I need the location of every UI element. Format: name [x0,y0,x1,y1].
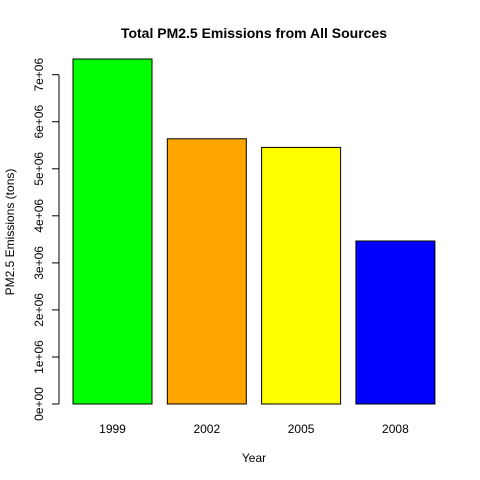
y-tick-label: 5e+06 [32,152,46,186]
bar-group [72,58,436,405]
x-tick-labels: 1999 2002 2005 2008 [99,422,409,436]
x-tick-label: 2008 [382,422,409,436]
y-tick-label: 4e+06 [32,199,46,233]
y-tick-label: 6e+06 [32,105,46,139]
bar-1999 [72,58,153,405]
bar-2008 [355,240,436,405]
x-tick-label: 1999 [99,422,126,436]
y-tick-label: 2e+06 [32,293,46,327]
y-tick-label: 1e+06 [32,340,46,374]
y-tick-label: 0e+00 [32,387,46,421]
y-tick-label: 7e+06 [32,58,46,92]
x-axis-label: Year [242,451,266,465]
bar-2005 [261,146,342,405]
x-tick-label: 2005 [288,422,315,436]
y-axis-label: PM2.5 Emissions (tons) [3,169,17,296]
x-tick-label: 2002 [193,422,220,436]
y-tick-label: 3e+06 [32,246,46,280]
y-axis: 0e+00 1e+06 2e+06 3e+06 4e+06 5e+06 6e+06 7e+06 [32,58,60,421]
chart-title: Total PM2.5 Emissions from All Sources [121,25,387,41]
bar-2002 [166,138,247,405]
